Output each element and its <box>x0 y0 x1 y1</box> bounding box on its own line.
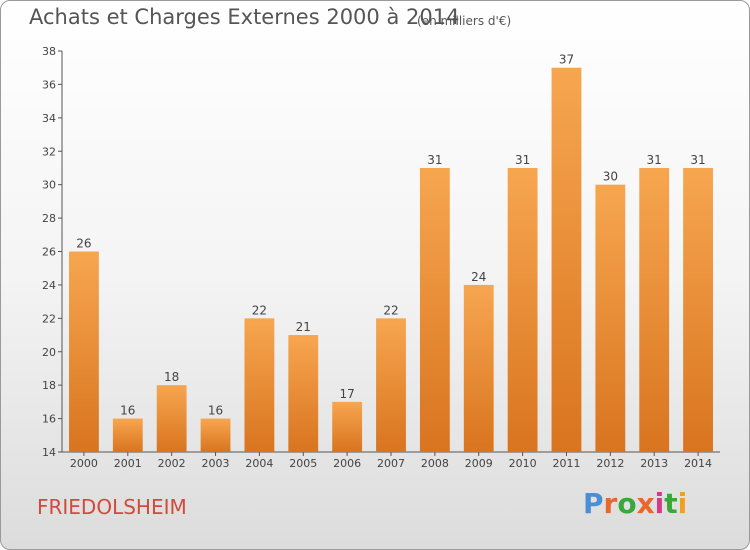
logo-letter: P <box>583 487 604 520</box>
proxiti-logo: Proxiti <box>583 487 687 520</box>
bar-2014 <box>683 167 713 453</box>
data-label-2012: 30 <box>603 170 618 184</box>
y-tick-label: 26 <box>42 246 56 259</box>
x-tick-label-2008: 2008 <box>421 457 449 470</box>
y-tick-label: 32 <box>42 145 56 158</box>
data-label-2008: 31 <box>427 153 442 167</box>
bar-2008 <box>419 167 450 453</box>
x-tick-label-2002: 2002 <box>158 457 186 470</box>
x-tick-label-2009: 2009 <box>465 457 493 470</box>
data-label-2011: 37 <box>559 53 574 67</box>
place-label: FRIEDOLSHEIM <box>37 495 187 519</box>
bar-2002 <box>156 385 187 452</box>
logo-letter: o <box>617 487 637 520</box>
x-tick-label-2012: 2012 <box>596 457 624 470</box>
x-tick-label-2004: 2004 <box>245 457 273 470</box>
unit-label: (en milliers d'€) <box>417 14 512 28</box>
bar-2001 <box>112 418 143 452</box>
logo-letter: i <box>654 487 665 520</box>
y-tick-label: 16 <box>42 413 56 426</box>
bar-2000 <box>69 251 99 452</box>
logo-letter: x <box>636 487 655 520</box>
bar-2012 <box>595 184 626 452</box>
logo-letter: i <box>677 487 688 520</box>
bar-2009 <box>463 284 494 452</box>
data-label-2005: 21 <box>296 320 311 334</box>
y-tick-label: 38 <box>42 45 56 58</box>
x-tick-label-2011: 2011 <box>552 457 580 470</box>
bar-2004 <box>244 318 275 452</box>
y-tick-label: 20 <box>42 346 56 359</box>
x-tick-label-2005: 2005 <box>289 457 317 470</box>
bar-2006 <box>332 401 363 452</box>
y-tick-label: 30 <box>42 179 56 192</box>
data-label-2010: 31 <box>515 153 530 167</box>
x-tick-label-2001: 2001 <box>114 457 142 470</box>
y-axis: 14 16 18 20 22 24 26 28 30 32 34 36 38 <box>42 45 63 459</box>
bar-2003 <box>200 418 231 452</box>
logo-letter: t <box>664 487 678 520</box>
data-label-2003: 16 <box>208 404 223 418</box>
bar-2011 <box>551 67 582 452</box>
data-label-2013: 31 <box>647 153 662 167</box>
bar-2013 <box>639 167 670 453</box>
data-label-2009: 24 <box>471 270 486 284</box>
data-label-2004: 22 <box>252 303 267 317</box>
x-tick-label-2006: 2006 <box>333 457 361 470</box>
data-label-2001: 16 <box>120 404 135 418</box>
y-tick-label: 18 <box>42 379 56 392</box>
bar-2007 <box>376 318 406 452</box>
x-tick-label-2014: 2014 <box>684 457 712 470</box>
y-tick-label: 22 <box>42 312 56 325</box>
y-tick-label: 28 <box>42 212 56 225</box>
y-tick-label: 34 <box>42 112 56 125</box>
bar-2010 <box>507 167 538 453</box>
data-label-2014: 31 <box>690 153 705 167</box>
x-tick-label-2003: 2003 <box>202 457 230 470</box>
y-tick-label: 36 <box>42 78 56 91</box>
y-tick-label: 24 <box>42 279 56 292</box>
data-label-2000: 26 <box>76 237 91 251</box>
x-tick-label-2010: 2010 <box>509 457 537 470</box>
x-tick-label-2013: 2013 <box>640 457 668 470</box>
data-label-2002: 18 <box>164 370 179 384</box>
x-tick-label-2000: 2000 <box>70 457 98 470</box>
data-labels: 26 16 18 16 22 21 17 22 31 24 31 37 30 31 31 <box>76 53 705 418</box>
data-label-2007: 22 <box>383 303 398 317</box>
y-tick-label: 14 <box>42 446 56 459</box>
bar-2005 <box>288 335 319 452</box>
logo-letter: r <box>603 487 618 520</box>
data-label-2006: 17 <box>339 387 354 401</box>
chart-title: Achats et Charges Externes 2000 à 2014 <box>29 5 460 29</box>
x-axis: 2000 2001 2002 2003 2004 2005 2006 2007 2008 2009… <box>62 451 720 470</box>
x-tick-label-2007: 2007 <box>377 457 405 470</box>
bars <box>69 67 713 453</box>
